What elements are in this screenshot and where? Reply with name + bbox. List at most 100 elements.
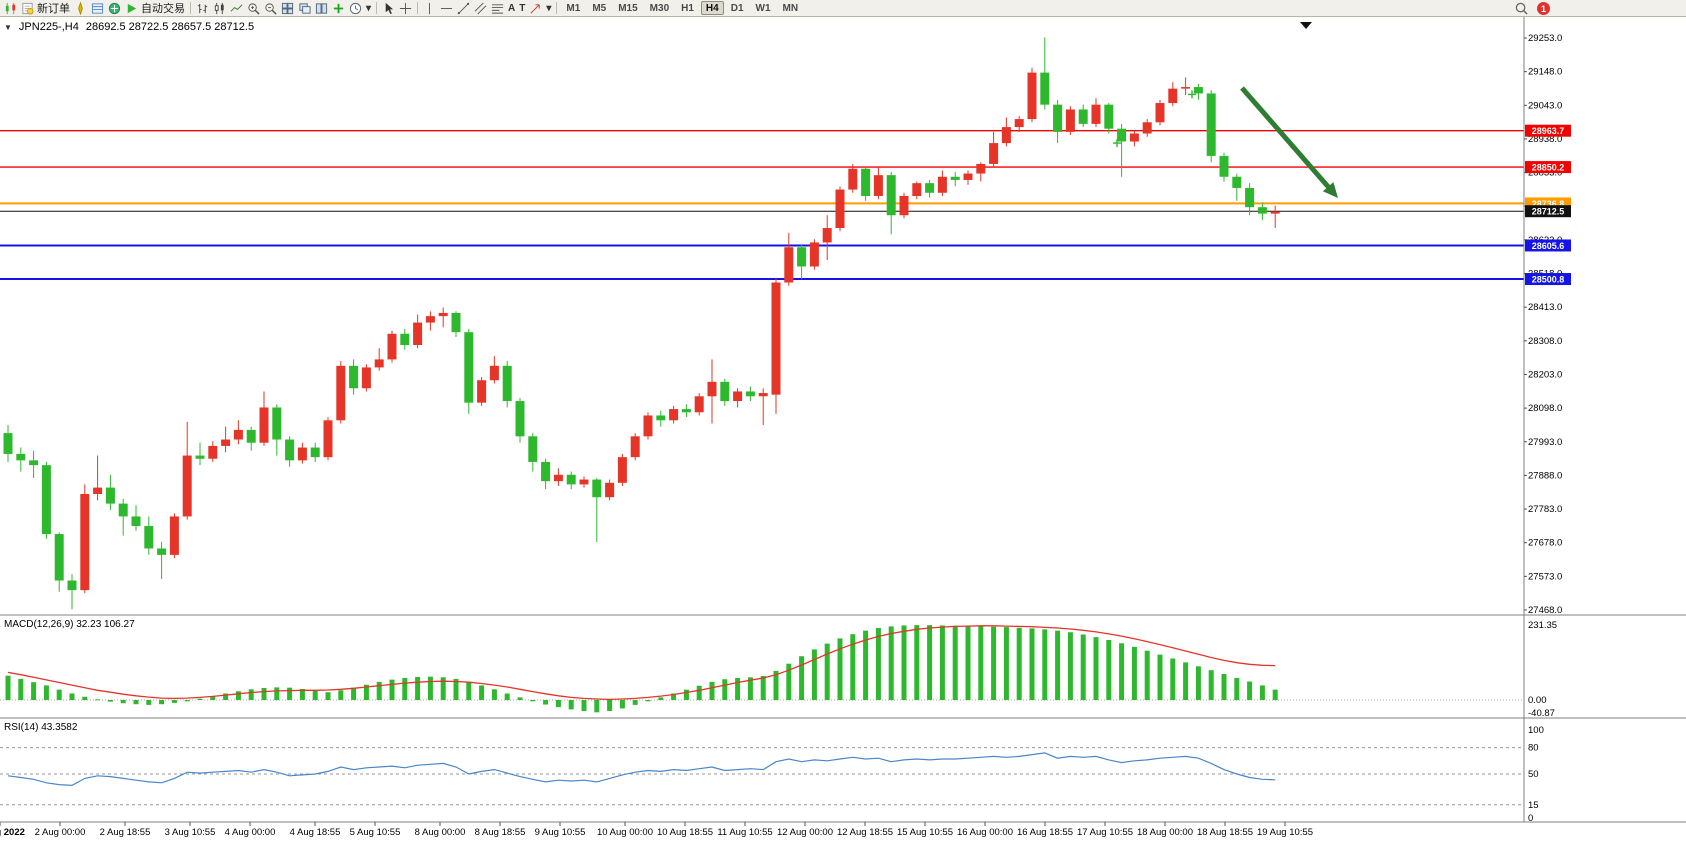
market-watch-button[interactable] bbox=[89, 1, 106, 16]
equidistant-channel-button[interactable] bbox=[472, 1, 489, 16]
line-chart-button[interactable] bbox=[228, 1, 245, 16]
toolbar-separator bbox=[417, 2, 419, 14]
line-chart-icon bbox=[230, 2, 243, 15]
timeframe-button-m1[interactable]: M1 bbox=[566, 3, 581, 14]
svg-text:9 Aug 10:55: 9 Aug 10:55 bbox=[535, 827, 586, 838]
trendline-button[interactable] bbox=[455, 1, 472, 16]
svg-text:80: 80 bbox=[1528, 743, 1539, 754]
svg-text:4 Aug 00:00: 4 Aug 00:00 bbox=[225, 827, 276, 838]
tile-windows-button[interactable] bbox=[279, 1, 296, 16]
svg-text:29043.0: 29043.0 bbox=[1528, 100, 1562, 111]
trend-arrow-annotation bbox=[1240, 86, 1338, 198]
timeframe-button-mn[interactable]: MN bbox=[782, 3, 799, 14]
horizontal-line-button[interactable] bbox=[438, 1, 455, 16]
svg-text:29253.0: 29253.0 bbox=[1528, 33, 1562, 44]
trendline-icon bbox=[457, 2, 470, 15]
svg-text:50: 50 bbox=[1528, 769, 1539, 780]
svg-text:19 Aug 10:55: 19 Aug 10:55 bbox=[1257, 827, 1313, 838]
price-axis[interactable]: 29253.029148.029043.028938.028833.028728… bbox=[1524, 33, 1571, 616]
ohlc-bars-button[interactable] bbox=[194, 1, 211, 16]
zoom-out-button[interactable] bbox=[262, 1, 279, 16]
search-button[interactable] bbox=[1513, 1, 1530, 16]
chart-shift-marker bbox=[1300, 22, 1312, 29]
svg-text:12 Aug 00:00: 12 Aug 00:00 bbox=[777, 827, 833, 838]
new-order-button[interactable]: 新订单 bbox=[19, 1, 72, 16]
search-icon bbox=[1515, 2, 1528, 15]
zoom-in-icon bbox=[247, 2, 260, 15]
add-indicator-button[interactable] bbox=[330, 1, 347, 16]
svg-text:12 Aug 18:55: 12 Aug 18:55 bbox=[837, 827, 893, 838]
svg-text:15: 15 bbox=[1528, 800, 1539, 811]
shapes-button[interactable] bbox=[527, 1, 544, 16]
timeframe-button-m30[interactable]: M30 bbox=[649, 3, 670, 14]
svg-text:8 Aug 00:00: 8 Aug 00:00 bbox=[415, 827, 466, 838]
svg-text:28413.0: 28413.0 bbox=[1528, 302, 1562, 313]
notification-badge[interactable]: 1 bbox=[1537, 2, 1550, 15]
fibonacci-icon bbox=[491, 2, 504, 15]
tile-vertical-button[interactable] bbox=[313, 1, 330, 16]
svg-text:3 Aug 10:55: 3 Aug 10:55 bbox=[165, 827, 216, 838]
toolbar-separator bbox=[376, 2, 378, 14]
chart-ohlc-values: 28692.5 28722.5 28657.5 28712.5 bbox=[85, 21, 255, 33]
ohlc-bars-icon bbox=[196, 2, 209, 15]
horizontal-lines-layer bbox=[0, 130, 1524, 281]
text-button[interactable]: A bbox=[506, 1, 517, 16]
timeframe-button-h1[interactable]: H1 bbox=[681, 3, 694, 14]
period-button[interactable] bbox=[347, 1, 364, 16]
time-axis[interactable]: 1 Aug 2022 2 Aug 00:00 2 Aug 18:55 3 Aug 10… bbox=[0, 822, 1313, 838]
svg-text:16 Aug 18:55: 16 Aug 18:55 bbox=[1017, 827, 1073, 838]
svg-text:27573.0: 27573.0 bbox=[1528, 571, 1562, 582]
horizontal-line-icon bbox=[440, 2, 453, 15]
new-order-icon bbox=[21, 2, 34, 15]
svg-text:18 Aug 18:55: 18 Aug 18:55 bbox=[1197, 827, 1253, 838]
svg-text:10 Aug 00:00: 10 Aug 00:00 bbox=[597, 827, 653, 838]
cascade-windows-button[interactable] bbox=[296, 1, 313, 16]
label-button[interactable]: T bbox=[517, 1, 527, 16]
timeframe-button-m15[interactable]: M15 bbox=[618, 3, 638, 14]
cursor-button[interactable] bbox=[380, 1, 397, 16]
dropdown-button[interactable]: ▾ bbox=[364, 1, 373, 16]
crosshair-icon bbox=[399, 2, 412, 15]
svg-text:0.00: 0.00 bbox=[1528, 695, 1547, 706]
vertical-line-button[interactable] bbox=[421, 1, 438, 16]
add-indicator-icon bbox=[332, 2, 345, 15]
autotrade-play-icon bbox=[125, 2, 138, 15]
svg-text:5 Aug 10:55: 5 Aug 10:55 bbox=[350, 827, 401, 838]
navigator-button[interactable] bbox=[106, 1, 123, 16]
tile-windows-icon bbox=[281, 2, 294, 15]
svg-text:100: 100 bbox=[1528, 725, 1544, 736]
autotrade-button[interactable]: 自动交易 bbox=[123, 1, 187, 16]
chart-window-button[interactable] bbox=[2, 1, 19, 16]
svg-text:28963.7: 28963.7 bbox=[1532, 126, 1565, 136]
svg-text:27993.0: 27993.0 bbox=[1528, 437, 1562, 448]
timeframe-button-d1[interactable]: D1 bbox=[730, 3, 744, 14]
svg-text:17 Aug 10:55: 17 Aug 10:55 bbox=[1077, 827, 1133, 838]
symbol-dropdown-icon[interactable]: ▼ bbox=[4, 22, 12, 32]
zoom-in-button[interactable] bbox=[245, 1, 262, 16]
fibonacci-button[interactable] bbox=[489, 1, 506, 16]
tile-vertical-icon bbox=[315, 2, 328, 15]
svg-text:1 Aug 2022: 1 Aug 2022 bbox=[0, 827, 25, 838]
toolbar-right-group: 1 bbox=[1513, 1, 1550, 16]
plus-markers-layer bbox=[1113, 90, 1196, 148]
crosshair-button[interactable] bbox=[397, 1, 414, 16]
candlesticks-button[interactable] bbox=[211, 1, 228, 16]
svg-text:28500.8: 28500.8 bbox=[1532, 275, 1565, 285]
svg-text:28850.2: 28850.2 bbox=[1532, 163, 1565, 173]
equidistant-channel-icon bbox=[474, 2, 487, 15]
zoom-out-icon bbox=[264, 2, 277, 15]
svg-text:28098.0: 28098.0 bbox=[1528, 403, 1562, 414]
chart-window-icon bbox=[4, 2, 17, 15]
compass-icon bbox=[74, 1, 87, 15]
market-watch-icon bbox=[91, 2, 104, 15]
svg-text:0: 0 bbox=[1528, 813, 1533, 824]
dropdown-button[interactable]: ▾ bbox=[544, 1, 553, 16]
timeframe-button-m5[interactable]: M5 bbox=[592, 3, 607, 14]
compass-button[interactable] bbox=[72, 1, 89, 16]
chart-title-bar: ▼ JPN225-,H4 28692.5 28722.5 28657.5 287… bbox=[4, 21, 254, 33]
timeframe-button-h4[interactable]: H4 bbox=[700, 1, 724, 15]
period-icon bbox=[349, 2, 362, 15]
svg-text:27468.0: 27468.0 bbox=[1528, 605, 1562, 616]
timeframe-button-w1[interactable]: W1 bbox=[755, 3, 771, 14]
